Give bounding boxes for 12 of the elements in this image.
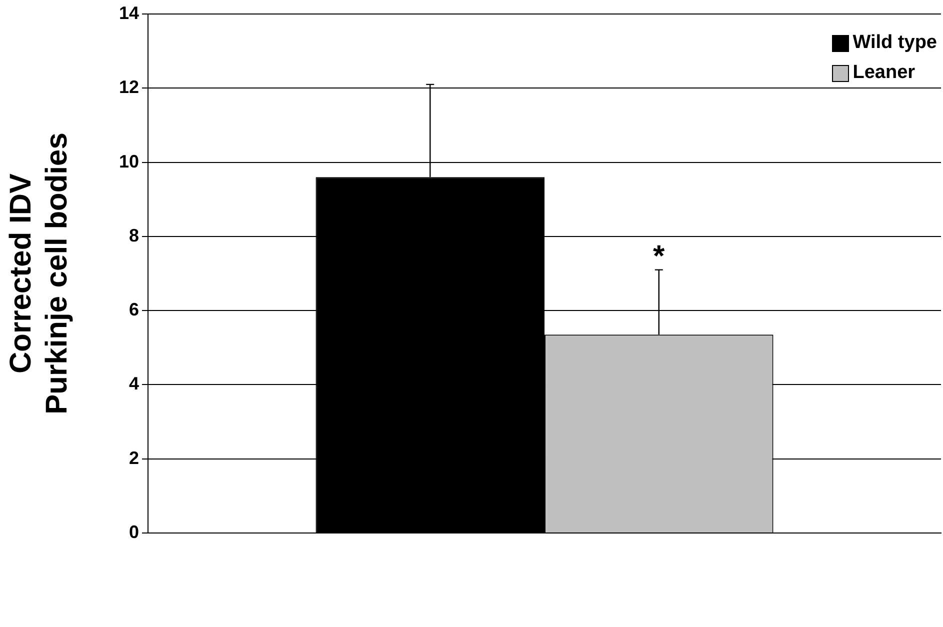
y-tick-label: 8: [129, 225, 140, 246]
legend-label: Wild type: [852, 32, 937, 54]
y-tick-label: 0: [129, 522, 140, 542]
y-tick-label: 10: [118, 151, 140, 172]
annotation: *: [653, 240, 666, 274]
y-axis-title: Corrected IDV Purkinje cell bodies: [4, 132, 74, 414]
y-tick-label: 2: [129, 448, 140, 468]
legend-label: Leaner: [852, 62, 916, 84]
y-tick-label: 6: [129, 300, 140, 320]
y-tick-label: 4: [129, 374, 140, 394]
y-tick-label: 12: [118, 77, 140, 98]
y-tick-label: 14: [118, 2, 140, 23]
